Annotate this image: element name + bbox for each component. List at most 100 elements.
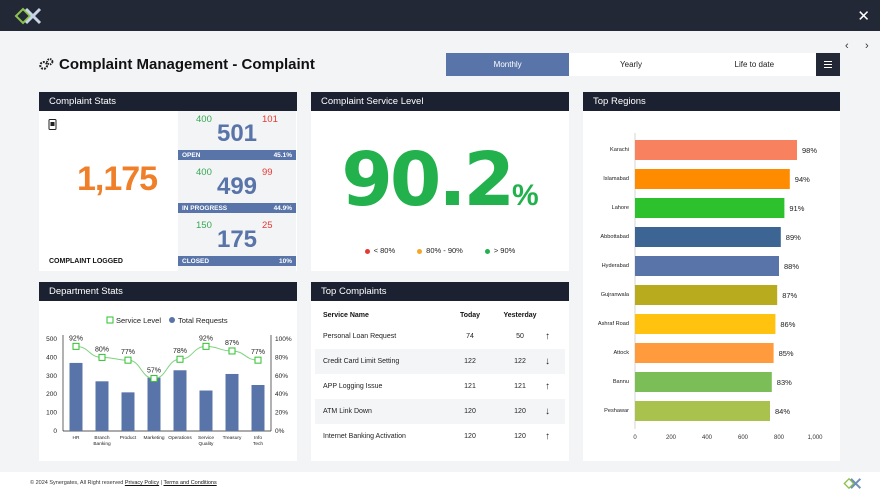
data-label: 98%: [802, 146, 817, 155]
page-header: Complaint Management - Complaint: [39, 56, 315, 73]
legend-circle-icon: [169, 317, 175, 323]
x-tick-label: 600: [738, 435, 749, 441]
footer-text: © 2024 Synergates, All Right reserved Pr…: [30, 480, 217, 486]
y-tick-label: 300: [46, 373, 57, 380]
data-label: 80%: [95, 346, 109, 353]
legend-label: Total Requests: [178, 316, 228, 325]
service-level-point: [124, 356, 132, 364]
service-level-value: 90.2%: [311, 137, 569, 223]
menu-icon[interactable]: [816, 53, 840, 76]
department-bar: [147, 377, 161, 431]
y-tick-label: 200: [46, 391, 57, 398]
service-level-point: [176, 355, 184, 363]
service-level-card: Complaint Service Level 90.2% < 80% 80% …: [311, 92, 569, 271]
status-pct: 10%: [278, 257, 292, 265]
table-row[interactable]: ATM Link Down 120 120 ↓: [315, 399, 565, 424]
col-yesterday: Yesterday: [503, 311, 537, 319]
region-bar: [635, 169, 790, 189]
tab-life-to-date[interactable]: Life to date: [734, 60, 775, 69]
category-label: Attock: [613, 350, 629, 356]
yesterday-count: 25: [262, 220, 273, 231]
next-page-icon[interactable]: ›: [865, 40, 869, 52]
x-tick-label: 400: [702, 435, 713, 441]
service-level-point: [254, 356, 262, 364]
y2-tick-label: 0%: [275, 428, 285, 435]
status-bar: CLOSED 10%: [178, 256, 296, 266]
x-tick-label: Info: [254, 435, 262, 441]
data-label: 77%: [251, 349, 265, 356]
y2-tick-label: 100%: [275, 336, 292, 343]
top-bar: ✕: [0, 0, 880, 31]
total-complaints-label: COMPLAINT LOGGED: [49, 258, 123, 265]
region-bar: [635, 372, 772, 392]
region-bar: [635, 401, 770, 421]
close-icon[interactable]: ✕: [857, 8, 870, 25]
table-header-row: Service Name Today Yesterday: [315, 306, 565, 324]
x-tick-label: Service: [198, 435, 214, 441]
table-row[interactable]: Personal Loan Request 74 50 ↑: [315, 324, 565, 349]
data-label: 83%: [777, 378, 792, 387]
service-name-cell: Internet Banking Activation: [323, 433, 406, 440]
status-value: 175: [216, 226, 258, 253]
department-stats-card: Department Stats Service Level Total Requ…: [39, 282, 297, 461]
data-label: 89%: [786, 233, 801, 242]
prev-page-icon[interactable]: ‹: [845, 40, 849, 52]
tab-monthly[interactable]: Monthly: [446, 53, 570, 76]
trend-up-icon: ↑: [545, 381, 550, 392]
yesterday-count: 99: [262, 167, 273, 178]
x-tick-label: Product: [120, 435, 137, 441]
x-tick-label: 200: [666, 435, 677, 441]
data-label: 77%: [121, 349, 135, 356]
region-bar: [635, 256, 779, 276]
synergates-logo[interactable]: [14, 6, 44, 26]
data-label: 92%: [69, 335, 83, 342]
terms-link[interactable]: Terms and Conditions: [163, 480, 217, 486]
table-row[interactable]: Internet Banking Activation 120 120 ↑: [315, 424, 565, 449]
data-label: 87%: [782, 291, 797, 300]
top-regions-chart: 0 200 400 600 800 1,000 Karachi 98% Islamabad 94%…: [598, 133, 823, 441]
data-label: 94%: [795, 175, 810, 184]
total-complaints: 1,175: [77, 160, 158, 198]
trend-down-icon: ↓: [545, 399, 565, 424]
service-name-cell: Credit Card Limit Setting: [315, 349, 445, 374]
service-level-point: [150, 375, 158, 383]
service-level-point: [72, 342, 80, 350]
tab-yearly[interactable]: Yearly: [620, 60, 642, 69]
data-label: 57%: [147, 368, 161, 375]
copyright: © 2024 Synergates, All Right reserved: [30, 480, 124, 486]
card-title: Top Complaints: [311, 282, 569, 301]
region-bar: [635, 285, 778, 305]
table-row[interactable]: APP Logging Issue 121 121 ↑: [315, 374, 565, 399]
data-label: 78%: [173, 348, 187, 355]
x-tick-label: Branch: [94, 435, 110, 441]
card-title: Department Stats: [39, 282, 297, 301]
service-level-number: 90.2: [341, 137, 515, 223]
x-tick-label: 1,000: [807, 435, 823, 441]
today-cell: 120: [445, 399, 495, 424]
card-title: Complaint Stats: [39, 92, 297, 111]
status-open: 400 101 501 OPEN 45.1%: [178, 111, 296, 164]
period-tabs: Monthly Yearly Life to date: [446, 53, 816, 76]
service-level-legend: < 80% 80% - 90% > 90%: [311, 246, 569, 255]
status-bar: OPEN 45.1%: [178, 150, 296, 160]
category-label: Bannu: [613, 379, 629, 385]
today-cell: 74: [466, 333, 474, 340]
category-label: Islamabad: [603, 176, 629, 182]
legend-item-mid: 80% - 90%: [417, 246, 463, 255]
today-count: 150: [196, 220, 212, 231]
status-closed: 150 25 175 CLOSED 10%: [178, 217, 296, 270]
y2-tick-label: 40%: [275, 391, 288, 398]
today-count: 400: [196, 167, 212, 178]
today-cell: 122: [445, 349, 495, 374]
service-level-point: [98, 353, 106, 361]
region-bar: [635, 343, 774, 363]
data-label: 86%: [780, 320, 795, 329]
table-row[interactable]: Credit Card Limit Setting 122 122 ↓: [315, 349, 565, 374]
x-tick-label: Tech: [253, 441, 263, 447]
region-bar: [635, 140, 797, 160]
y2-tick-label: 80%: [275, 354, 288, 361]
data-label: 84%: [775, 407, 790, 416]
privacy-policy-link[interactable]: Privacy Policy: [124, 480, 160, 486]
card-title: Complaint Service Level: [311, 92, 569, 111]
status-bar: IN PROGRESS 44.9%: [178, 203, 296, 213]
